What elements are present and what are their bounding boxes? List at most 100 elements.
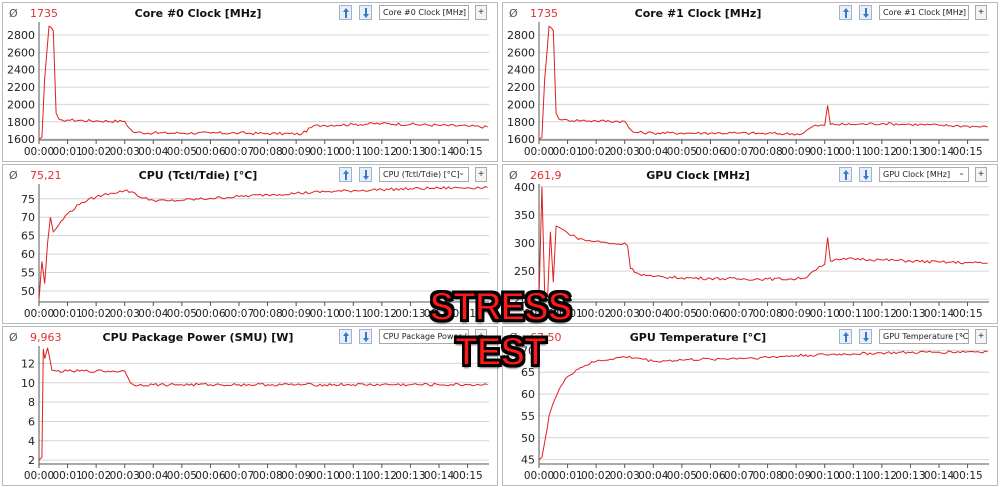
series-line (538, 350, 988, 460)
sensor-select[interactable]: Core #1 Clock [MHz] ⌄ (879, 5, 969, 20)
y-tick-label: 55 (21, 267, 35, 280)
y-tick-label: 75 (21, 193, 35, 206)
sensor-select-value: CPU Package Power (SMU) (383, 332, 468, 341)
chevron-down-icon: ⌄ (958, 330, 965, 339)
y-tick-label: 50 (21, 285, 35, 298)
add-chart-button[interactable]: + (975, 167, 987, 182)
x-tick-label: 00:12 (367, 308, 397, 320)
y-tick-label: 2400 (7, 64, 35, 77)
add-chart-button[interactable]: + (975, 5, 987, 20)
x-tick-label: 00:09 (781, 146, 811, 158)
average-symbol: Ø (9, 169, 18, 182)
sensor-select[interactable]: Core #0 Clock [MHz] ⌄ (379, 5, 469, 20)
x-tick-label: 00:15 (452, 308, 482, 320)
pin-down-button[interactable] (359, 167, 372, 182)
chart-title: Core #0 Clock [MHz] (134, 7, 262, 20)
y-tick-label: 8 (28, 396, 35, 409)
x-tick-label: 00:07 (724, 470, 754, 482)
pin-down-button[interactable] (359, 5, 372, 20)
series-line (38, 186, 488, 301)
pin-down-icon (363, 170, 369, 180)
pin-up-button[interactable] (339, 329, 352, 344)
x-tick-label: 00:07 (224, 470, 254, 482)
sensor-select[interactable]: GPU Temperature [°C] ⌄ (879, 329, 969, 344)
x-tick-label: 00:07 (724, 308, 754, 320)
sensor-select[interactable]: GPU Clock [MHz] ⌄ (879, 167, 969, 182)
x-tick-label: 00:08 (252, 308, 282, 320)
chevron-down-icon: ⌄ (958, 168, 965, 177)
chart-canvas: 50556065707500:0000:0100:0200:0300:0400:… (21, 184, 489, 320)
pin-down-button[interactable] (859, 167, 872, 182)
pin-up-icon (343, 8, 349, 18)
y-tick-label: 250 (514, 265, 535, 278)
pin-down-button[interactable] (359, 329, 372, 344)
x-tick-label: 00:03 (610, 470, 640, 482)
x-tick-label: 00:05 (667, 470, 697, 482)
series-line (38, 347, 488, 461)
pin-up-icon (843, 332, 849, 342)
pin-up-icon (343, 332, 349, 342)
x-tick-label: 00:04 (638, 146, 669, 158)
x-tick-label: 00:03 (110, 146, 140, 158)
add-chart-button[interactable]: + (475, 167, 487, 182)
x-tick-label: 00:10 (310, 308, 340, 320)
average-symbol: Ø (9, 331, 18, 344)
pin-up-button[interactable] (839, 5, 852, 20)
add-chart-button[interactable]: + (975, 329, 987, 344)
x-tick-label: 00:05 (167, 470, 197, 482)
x-tick-label: 00:01 (552, 470, 582, 482)
x-tick-label: 00:12 (867, 146, 897, 158)
x-tick-label: 00:00 (24, 470, 54, 482)
sensor-select-value: GPU Clock [MHz] (883, 170, 951, 179)
x-tick-label: 00:11 (838, 146, 868, 158)
average-symbol: Ø (509, 7, 518, 20)
x-tick-label: 00:14 (424, 146, 455, 158)
y-tick-label: 2600 (507, 46, 535, 59)
chart-panel-core1: Ø 1735 Core #1 Clock [MHz] Core #1 Clock [M… (502, 2, 998, 162)
x-tick-label: 00:08 (252, 470, 282, 482)
pin-down-button[interactable] (859, 329, 872, 344)
y-tick-label: 400 (514, 181, 535, 194)
pin-up-button[interactable] (839, 329, 852, 344)
pin-down-icon (863, 332, 869, 342)
pin-down-button[interactable] (859, 5, 872, 20)
x-tick-label: 00:10 (810, 470, 840, 482)
pin-up-button[interactable] (339, 5, 352, 20)
y-tick-label: 60 (21, 248, 35, 261)
chart-panel-gputemp: Ø 67,50 GPU Temperature [°C] GPU Temperatur… (502, 326, 998, 486)
x-tick-label: 00:13 (395, 146, 425, 158)
x-tick-label: 00:09 (281, 308, 311, 320)
chart-panel-gpuclock: Ø 261,9 GPU Clock [MHz] GPU Clock [MHz] ⌄ +20… (502, 164, 998, 324)
chevron-down-icon: ⌄ (458, 168, 465, 177)
x-tick-label: 00:12 (867, 470, 897, 482)
y-tick-label: 45 (521, 454, 535, 467)
sensor-select[interactable]: CPU Package Power (SMU)⌄ (379, 329, 469, 344)
add-chart-button[interactable]: + (475, 329, 487, 344)
x-tick-label: 00:15 (952, 470, 982, 482)
sensor-select-value: GPU Temperature [°C] (883, 332, 969, 341)
x-tick-label: 00:09 (281, 470, 311, 482)
x-tick-label: 00:14 (924, 470, 955, 482)
x-tick-label: 00:02 (581, 470, 611, 482)
y-tick-label: 10 (21, 377, 35, 390)
x-tick-label: 00:04 (138, 146, 169, 158)
x-tick-label: 00:08 (752, 146, 782, 158)
x-tick-label: 00:15 (952, 146, 982, 158)
x-tick-label: 00:02 (581, 146, 611, 158)
sensor-select-value: Core #0 Clock [MHz] (383, 8, 467, 17)
chart-title: GPU Clock [MHz] (646, 169, 750, 182)
y-tick-label: 300 (514, 237, 535, 250)
y-tick-label: 2800 (7, 29, 35, 42)
pin-up-button[interactable] (839, 167, 852, 182)
series-line (538, 186, 988, 300)
x-tick-label: 00:08 (752, 470, 782, 482)
y-tick-label: 1800 (507, 116, 535, 129)
y-tick-label: 2000 (7, 98, 35, 111)
pin-up-button[interactable] (339, 167, 352, 182)
add-chart-button[interactable]: + (475, 5, 487, 20)
x-tick-label: 00:06 (695, 308, 726, 320)
y-tick-label: 12 (21, 357, 35, 370)
sensor-select[interactable]: CPU (Tctl/Tdie) [°C] ⌄ (379, 167, 469, 182)
pin-up-icon (843, 8, 849, 18)
y-tick-label: 1600 (7, 133, 35, 146)
